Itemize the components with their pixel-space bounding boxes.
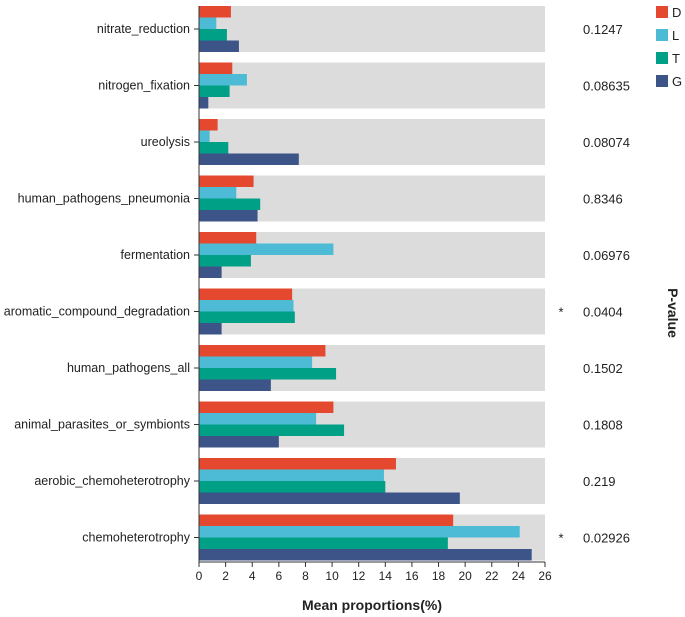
p-value-axis-label: P-value bbox=[665, 288, 681, 338]
category-label: human_pathogens_pneumonia bbox=[18, 192, 190, 206]
bar-T-nitrate_reduction bbox=[199, 29, 227, 41]
category-label: aromatic_compound_degradation bbox=[4, 305, 190, 319]
bar-L-chemoheterotrophy bbox=[199, 526, 520, 538]
bar-D-human_pathogens_all bbox=[199, 345, 326, 357]
bar-D-fermentation bbox=[199, 232, 257, 244]
category-band bbox=[199, 62, 545, 109]
legend-label-L: L bbox=[672, 28, 679, 43]
legend-swatch-D bbox=[656, 6, 668, 18]
p-value-label: 0.1247 bbox=[583, 22, 623, 37]
category-label: human_pathogens_all bbox=[67, 361, 190, 375]
bar-L-aromatic_compound_degradation bbox=[199, 300, 294, 312]
bar-T-fermentation bbox=[199, 255, 251, 267]
x-tick-label: 24 bbox=[512, 569, 526, 583]
category-label: nitrogen_fixation bbox=[98, 79, 190, 93]
bar-T-human_pathogens_pneumonia bbox=[199, 198, 261, 210]
category-labels: nitrate_reduction nitrogen_fixationureoly… bbox=[4, 22, 191, 545]
p-value-label: 0.06976 bbox=[583, 248, 630, 263]
bar-D-aerobic_chemoheterotrophy bbox=[199, 458, 396, 470]
x-tick-label: 10 bbox=[325, 569, 339, 583]
bar-G-aerobic_chemoheterotrophy bbox=[199, 492, 460, 504]
bar-T-ureolysis bbox=[199, 142, 229, 154]
p-value-label: 0.1502 bbox=[583, 361, 623, 376]
bar-L-aerobic_chemoheterotrophy bbox=[199, 469, 384, 481]
bar-G-nitrate_reduction bbox=[199, 40, 239, 52]
bar-L-animal_parasites_or_symbionts bbox=[199, 413, 317, 425]
bar-T-human_pathogens_all bbox=[199, 368, 337, 380]
x-tick-label: 0 bbox=[196, 569, 203, 583]
p-value-label: 0.02926 bbox=[583, 531, 630, 546]
bar-G-ureolysis bbox=[199, 153, 299, 165]
x-tick-label: 22 bbox=[485, 569, 499, 583]
category-label: chemoheterotrophy bbox=[82, 531, 190, 545]
bar-L-human_pathogens_pneumonia bbox=[199, 187, 237, 199]
bar-G-human_pathogens_pneumonia bbox=[199, 210, 258, 222]
x-tick-label: 4 bbox=[249, 569, 256, 583]
bar-D-nitrogen_fixation bbox=[199, 62, 233, 74]
legend-swatch-L bbox=[656, 29, 668, 41]
bar-G-aromatic_compound_degradation bbox=[199, 323, 222, 335]
p-value-label: 0.0404 bbox=[583, 305, 623, 320]
p-value-label: 0.1808 bbox=[583, 418, 623, 433]
bar-D-nitrate_reduction bbox=[199, 6, 231, 18]
category-label: aerobic_chemoheterotrophy bbox=[34, 474, 190, 488]
bar-D-animal_parasites_or_symbionts bbox=[199, 401, 334, 413]
legend-label-D: D bbox=[672, 5, 681, 20]
bar-T-nitrogen_fixation bbox=[199, 85, 230, 97]
bar-G-human_pathogens_all bbox=[199, 379, 271, 391]
bar-L-nitrogen_fixation bbox=[199, 74, 247, 86]
category-label: ureolysis bbox=[141, 135, 190, 149]
bar-D-ureolysis bbox=[199, 119, 218, 131]
bar-G-fermentation bbox=[199, 266, 222, 278]
category-label: nitrate_reduction bbox=[97, 22, 190, 36]
bar-D-human_pathogens_pneumonia bbox=[199, 175, 254, 187]
legend-swatch-T bbox=[656, 52, 668, 64]
p-value-label: 0.219 bbox=[583, 474, 616, 489]
bar-G-chemoheterotrophy bbox=[199, 549, 532, 561]
bar-T-aerobic_chemoheterotrophy bbox=[199, 481, 386, 493]
legend-label-G: G bbox=[672, 74, 682, 89]
x-tick-label: 12 bbox=[352, 569, 366, 583]
bar-L-ureolysis bbox=[199, 130, 210, 142]
axes: 0 2 4 6 8 10 12 14 16 18 20 22 24 26 bbox=[194, 6, 552, 583]
x-tick-label: 20 bbox=[458, 569, 472, 583]
bar-G-nitrogen_fixation bbox=[199, 97, 209, 109]
bar-G-animal_parasites_or_symbionts bbox=[199, 436, 279, 448]
category-label: animal_parasites_or_symbionts bbox=[14, 418, 190, 432]
significance-marker: * bbox=[558, 531, 563, 546]
x-tick-label: 2 bbox=[222, 569, 229, 583]
p-value-label: 0.8346 bbox=[583, 192, 623, 207]
p-value-label: 0.08074 bbox=[583, 135, 630, 150]
significance-marker: * bbox=[558, 305, 563, 320]
x-tick-label: 14 bbox=[379, 569, 393, 583]
p-value-label: 0.08635 bbox=[583, 79, 630, 94]
category-label: fermentation bbox=[121, 248, 191, 262]
bar-L-fermentation bbox=[199, 243, 334, 255]
bar-marks bbox=[199, 6, 532, 561]
bar-D-chemoheterotrophy bbox=[199, 514, 454, 526]
bar-T-chemoheterotrophy bbox=[199, 537, 448, 549]
bar-T-aromatic_compound_degradation bbox=[199, 311, 295, 323]
x-axis-label: Mean proportions(%) bbox=[302, 597, 442, 613]
x-tick-label: 8 bbox=[302, 569, 309, 583]
bar-L-nitrate_reduction bbox=[199, 17, 217, 29]
bar-L-human_pathogens_all bbox=[199, 356, 313, 368]
x-tick-label: 6 bbox=[276, 569, 283, 583]
bar-D-aromatic_compound_degradation bbox=[199, 288, 293, 300]
x-tick-label: 26 bbox=[538, 569, 552, 583]
x-tick-label: 18 bbox=[432, 569, 446, 583]
x-tick-label: 16 bbox=[405, 569, 419, 583]
bar-T-animal_parasites_or_symbionts bbox=[199, 424, 345, 436]
category-band bbox=[199, 6, 545, 52]
legend-label-T: T bbox=[672, 51, 680, 66]
legend-swatch-G bbox=[656, 75, 668, 87]
p-value-column: 0.1247 0.08635 0.08074 0.8346 0.06976 0.0404 *… bbox=[558, 22, 630, 546]
